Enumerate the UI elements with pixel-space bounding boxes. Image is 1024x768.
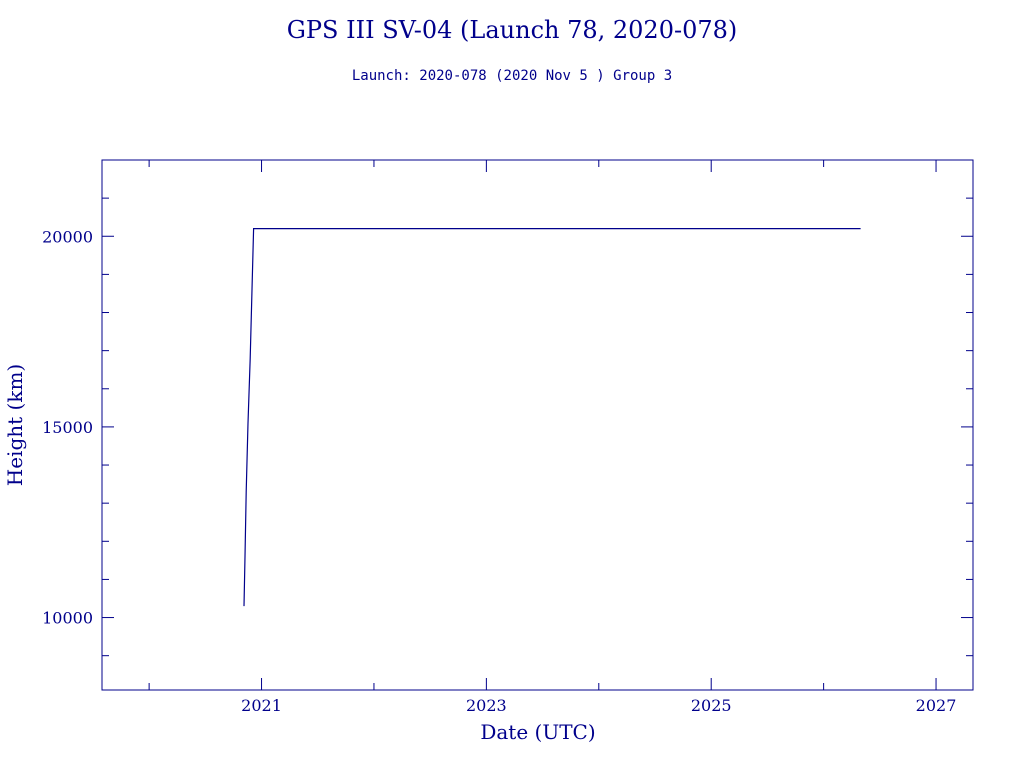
x-axis-ticks xyxy=(148,160,937,690)
y-tick-label: 15000 xyxy=(42,418,93,437)
x-tick-label: 2023 xyxy=(466,696,507,715)
chart-title: GPS III SV-04 (Launch 78, 2020-078) xyxy=(287,16,738,44)
x-axis-label: Date (UTC) xyxy=(480,720,595,744)
x-tick-label: 2025 xyxy=(691,696,732,715)
x-tick-label: 2027 xyxy=(916,696,957,715)
y-tick-label: 10000 xyxy=(42,609,93,628)
y-tick-label: 20000 xyxy=(42,227,93,246)
x-tick-label: 2021 xyxy=(241,696,282,715)
y-axis-ticks xyxy=(102,159,973,657)
y-axis-label: Height (km) xyxy=(3,364,27,486)
chart-subtitle: Launch: 2020-078 (2020 Nov 5 ) Group 3 xyxy=(352,68,672,84)
x-axis-tick-labels: 2021 2023 2025 2027 xyxy=(241,696,956,715)
plot-frame xyxy=(101,159,974,691)
height-series-line xyxy=(243,228,861,607)
y-axis-tick-labels: 10000 15000 20000 xyxy=(42,227,93,627)
